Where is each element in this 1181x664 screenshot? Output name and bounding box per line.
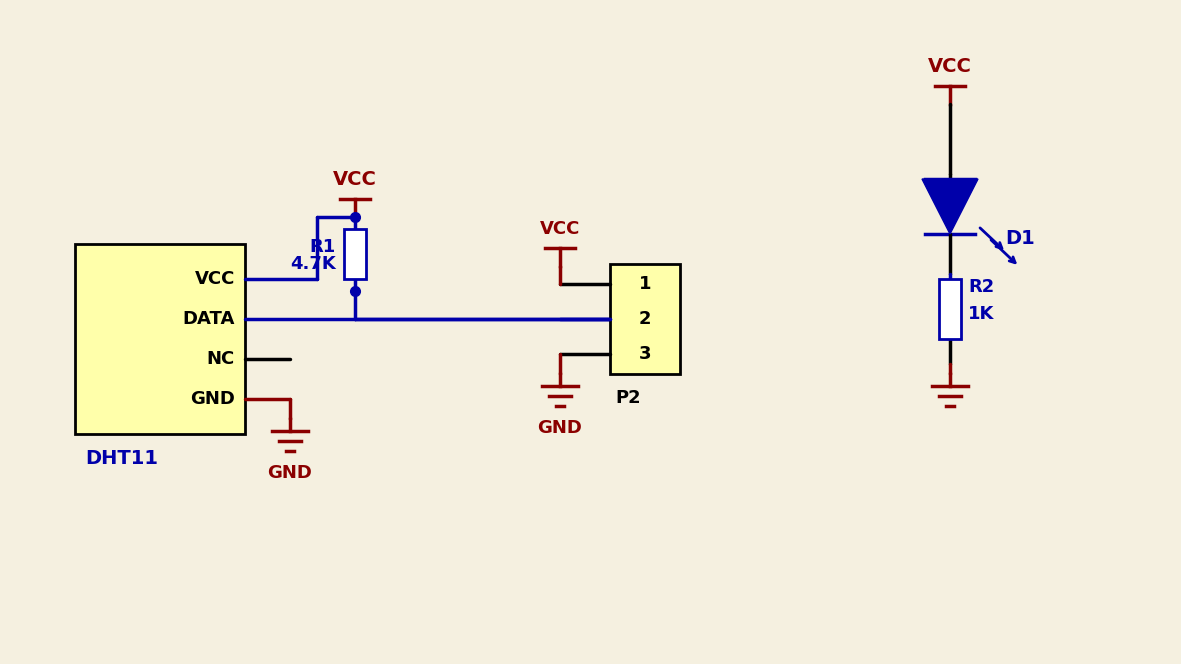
Polygon shape bbox=[922, 179, 978, 234]
Text: GND: GND bbox=[190, 390, 235, 408]
Text: VCC: VCC bbox=[928, 57, 972, 76]
Bar bbox=[939, 279, 961, 339]
Text: R2: R2 bbox=[968, 278, 994, 296]
Text: DHT11: DHT11 bbox=[85, 449, 158, 468]
Text: VCC: VCC bbox=[540, 220, 580, 238]
Text: 3: 3 bbox=[639, 345, 651, 363]
Text: NC: NC bbox=[207, 350, 235, 368]
Text: 2: 2 bbox=[639, 310, 651, 328]
Text: D1: D1 bbox=[1005, 230, 1035, 248]
Text: GND: GND bbox=[537, 419, 582, 437]
Text: P2: P2 bbox=[615, 389, 640, 407]
Text: DATA: DATA bbox=[183, 310, 235, 328]
Text: 1: 1 bbox=[639, 275, 651, 293]
Text: 4.7K: 4.7K bbox=[291, 255, 337, 273]
Bar bbox=[76, 244, 244, 434]
Text: GND: GND bbox=[268, 464, 313, 482]
Text: VCC: VCC bbox=[333, 170, 377, 189]
Text: VCC: VCC bbox=[195, 270, 235, 288]
Bar bbox=[611, 264, 680, 374]
Text: R1: R1 bbox=[309, 238, 337, 256]
Text: 1K: 1K bbox=[968, 305, 994, 323]
Bar bbox=[344, 229, 366, 279]
